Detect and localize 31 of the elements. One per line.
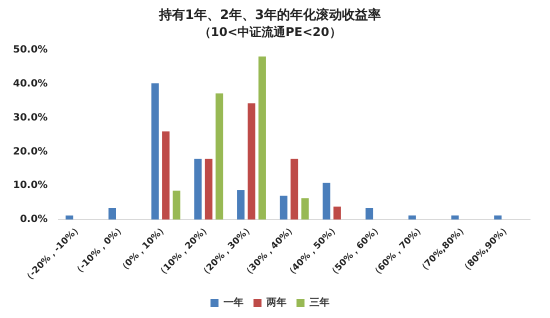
bar: [258, 56, 266, 220]
y-tick-label: 50.0%: [12, 44, 48, 56]
chart-subtitle: （10<中证流通PE<20）: [198, 24, 342, 39]
y-tick-label: 0.0%: [20, 214, 48, 226]
bar: [290, 158, 298, 220]
bar: [204, 158, 212, 220]
bar: [66, 215, 74, 220]
bar: [366, 208, 374, 220]
y-tick-label: 10.0%: [12, 180, 48, 192]
bar: [280, 196, 288, 220]
y-tick-label: 20.0%: [12, 146, 48, 158]
bar: [237, 190, 245, 220]
bar: [162, 131, 170, 220]
y-tick-label: 30.0%: [12, 112, 48, 124]
bar: [248, 103, 256, 220]
bar: [108, 208, 116, 220]
chart-title: 持有1年、2年、3年的年化滚动收益率: [158, 7, 382, 24]
bar: [216, 93, 224, 220]
bar: [194, 158, 202, 220]
bar: [322, 182, 330, 220]
bar: [494, 215, 502, 220]
legend-label: 一年: [224, 296, 244, 309]
bar: [333, 206, 341, 220]
y-tick-label: 40.0%: [12, 78, 48, 90]
bar: [172, 190, 180, 220]
bar: [451, 215, 459, 220]
legend-label: 三年: [310, 296, 330, 309]
bar: [408, 215, 416, 220]
legend-label: 两年: [266, 296, 286, 309]
bar: [301, 198, 309, 220]
bar: [151, 83, 159, 220]
